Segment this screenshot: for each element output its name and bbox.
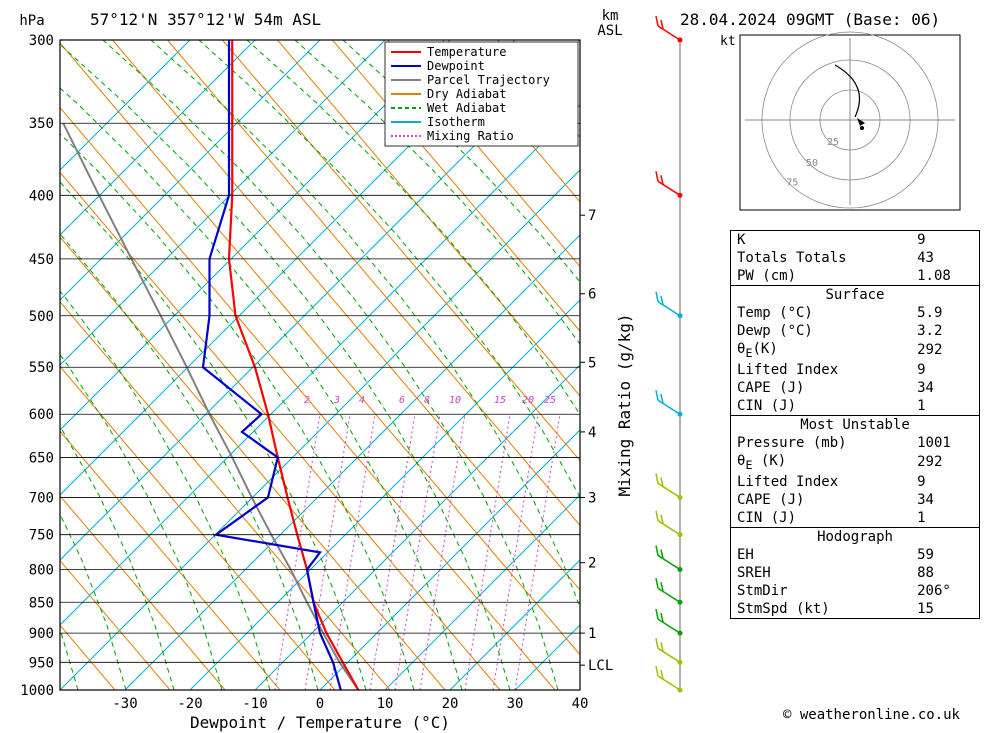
svg-text:40: 40: [572, 696, 589, 712]
p-tick: 700: [29, 490, 54, 506]
mixing-ratio-label: 6: [399, 395, 405, 406]
svg-text:3: 3: [588, 490, 596, 506]
svg-text:6: 6: [588, 287, 596, 303]
svg-text:kt: kt: [720, 34, 736, 49]
k-label: K: [731, 231, 912, 250]
pw-value: 1.08: [911, 267, 979, 286]
p-tick: 800: [29, 563, 54, 579]
p-tick: 350: [29, 116, 54, 132]
p-tick: 600: [29, 407, 54, 423]
temperature-line: [229, 40, 358, 690]
title-right: 28.04.2024 09GMT (Base: 06): [680, 10, 940, 29]
svg-text:-30: -30: [112, 696, 137, 712]
mixing-ratio-label: 20: [522, 395, 534, 406]
p-tick: 550: [29, 360, 54, 376]
p-tick: 900: [29, 626, 54, 642]
k-value: 9: [911, 231, 979, 250]
legend-item: Parcel Trajectory: [427, 73, 550, 87]
p-tick: 500: [29, 309, 54, 325]
hpa-label: hPa: [19, 13, 44, 29]
mr-axis-label: Mixing Ratio (g/kg): [615, 313, 634, 496]
indices-table: K9 Totals Totals43 PW (cm)1.08 Surface T…: [730, 230, 980, 619]
mu-header: Most Unstable: [731, 415, 980, 434]
p-tick: 1000: [20, 683, 54, 699]
p-tick: 750: [29, 528, 54, 544]
svg-text:1: 1: [588, 626, 596, 642]
legend-item: Dry Adiabat: [427, 87, 506, 101]
svg-text:2: 2: [588, 556, 596, 572]
hodo-ring-label: 50: [806, 158, 818, 169]
legend-item: Mixing Ratio: [427, 129, 514, 143]
mixing-ratio-label: 3: [333, 395, 340, 406]
svg-text:4: 4: [588, 425, 596, 441]
hodo-ring-label: 75: [786, 178, 798, 189]
mixing-ratio-label: 10: [449, 395, 461, 406]
tt-label: Totals Totals: [731, 249, 912, 267]
pw-label: PW (cm): [731, 267, 912, 286]
tt-value: 43: [911, 249, 979, 267]
hodo-ring-label: 25: [827, 137, 839, 148]
svg-text:10: 10: [377, 696, 394, 712]
p-tick: 450: [29, 252, 54, 268]
x-axis-label: Dewpoint / Temperature (°C): [190, 713, 450, 732]
svg-text:0: 0: [316, 696, 324, 712]
svg-text:5: 5: [588, 355, 596, 371]
svg-text:30: 30: [507, 696, 524, 712]
svg-text:LCL: LCL: [588, 658, 613, 674]
p-tick: 950: [29, 655, 54, 671]
svg-text:-10: -10: [242, 696, 267, 712]
mixing-ratio-label: 8: [424, 395, 430, 406]
mixing-ratio-label: 4: [359, 395, 365, 406]
svg-text:ASL: ASL: [597, 23, 622, 39]
p-tick: 400: [29, 188, 54, 204]
legend-item: Isotherm: [427, 115, 485, 129]
hodo-header: Hodograph: [731, 527, 980, 546]
p-tick: 650: [29, 450, 54, 466]
surface-header: Surface: [731, 286, 980, 305]
mixing-ratio-label: 15: [494, 395, 506, 406]
legend-item: Temperature: [427, 45, 506, 59]
p-tick: 300: [29, 33, 54, 49]
title-left: 57°12'N 357°12'W 54m ASL: [90, 10, 321, 29]
svg-text:7: 7: [588, 208, 596, 224]
svg-text:20: 20: [442, 696, 459, 712]
p-tick: 850: [29, 595, 54, 611]
mixing-ratio-label: 2: [304, 395, 310, 406]
svg-text:km: km: [602, 8, 619, 24]
copyright: © weatheronline.co.uk: [783, 707, 960, 723]
legend-item: Dewpoint: [427, 59, 485, 73]
legend-item: Wet Adiabat: [427, 101, 506, 115]
mixing-ratio-label: 25: [544, 395, 556, 406]
svg-text:-20: -20: [177, 696, 202, 712]
